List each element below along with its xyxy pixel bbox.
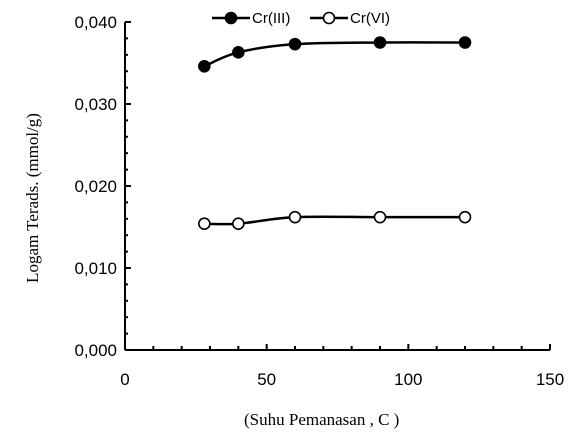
y-tick-label: 0,040 (74, 13, 117, 32)
series-1 (198, 210, 472, 231)
data-point (288, 37, 302, 51)
y-tick-label: 0,010 (74, 259, 117, 278)
legend-marker (322, 11, 336, 25)
series-line (203, 41, 466, 68)
data-point (458, 210, 472, 224)
data-point (232, 217, 245, 231)
x-tick-label: 150 (536, 370, 564, 389)
legend-label: Cr(VI) (350, 10, 390, 27)
data-point (288, 210, 302, 224)
legend-item: Cr(III) (212, 10, 290, 27)
y-tick-label: 0,030 (74, 95, 117, 114)
data-point (198, 217, 211, 231)
x-axis-title: (Suhu Pemanasan , C ) (244, 410, 399, 429)
data-point (373, 36, 387, 49)
x-tick-label: 100 (394, 370, 422, 389)
y-tick-label: 0,000 (74, 341, 117, 360)
data-point (373, 210, 387, 224)
legend-marker (224, 11, 238, 25)
x-tick-label: 0 (120, 370, 129, 389)
y-axis: 0,000 0,010 0,020 0,030 0,040 (74, 13, 131, 360)
legend: Cr(III) Cr(VI) (212, 10, 390, 27)
series-0 (198, 36, 472, 73)
series-line (204, 215, 465, 226)
x-tick-label: 50 (257, 370, 276, 389)
legend-label: Cr(III) (252, 10, 290, 27)
data-point (458, 36, 472, 49)
data-point (198, 59, 211, 73)
plot-area (198, 36, 472, 231)
x-axis: 0 50 100 150 (120, 344, 564, 389)
y-axis-title: Logam Terads. (mmol/g) (23, 113, 42, 283)
y-tick-label: 0,020 (74, 177, 117, 196)
legend-item: Cr(VI) (310, 10, 390, 27)
data-point (232, 46, 245, 59)
